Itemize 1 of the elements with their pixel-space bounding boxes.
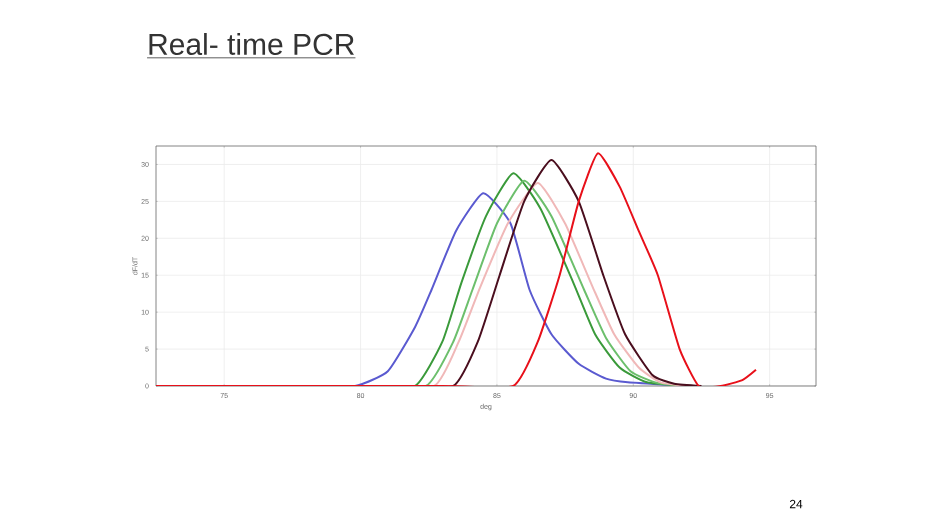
chart-title: Real- time PCR — [149, 32, 354, 56]
